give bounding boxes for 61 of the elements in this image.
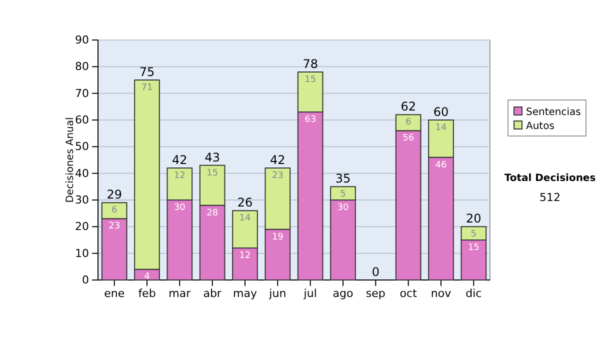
data-label: 6 (111, 206, 118, 216)
y-tick-label: 50 (75, 140, 89, 154)
data-label: 71 (141, 83, 153, 93)
x-tick-label: jul (302, 286, 317, 300)
x-tick-label: dic (466, 286, 482, 300)
x-tick-label: ene (104, 286, 125, 300)
y-tick-label: 60 (75, 114, 89, 127)
x-tick-label: mar (168, 286, 192, 300)
data-label: 4 (144, 272, 150, 282)
data-label: 15 (468, 243, 480, 253)
total-label: 42 (172, 153, 188, 167)
data-label: 14 (239, 214, 251, 224)
data-label: 23 (272, 171, 284, 181)
data-label: 46 (435, 160, 447, 170)
total-label: 26 (237, 196, 253, 210)
x-tick-label: oct (400, 286, 418, 300)
data-label: 56 (402, 134, 414, 144)
legend-label: Autos (526, 121, 554, 132)
data-label: 6 (405, 118, 412, 128)
total-label: 43 (204, 150, 220, 164)
y-axis-title: Decisiones Anual (65, 117, 76, 203)
y-tick-label: 90 (75, 34, 89, 47)
x-tick-label: jun (268, 286, 286, 300)
total-label: 20 (466, 212, 482, 226)
x-tick-label: nov (430, 286, 452, 300)
y-tick-label: 70 (75, 86, 89, 100)
y-tick-label: 40 (75, 166, 89, 180)
x-tick-label: may (233, 286, 258, 300)
data-label: 19 (272, 232, 284, 242)
y-tick-label: 30 (75, 194, 89, 207)
data-label: 14 (435, 123, 447, 133)
total-label: 60 (433, 105, 449, 119)
data-label: 15 (206, 168, 218, 178)
legend-label: Sentencias (526, 107, 581, 118)
data-label: 23 (108, 222, 120, 232)
data-label: 5 (340, 190, 346, 200)
data-label: 5 (470, 230, 477, 240)
x-tick-label: sep (366, 286, 386, 300)
text: 512 (540, 191, 560, 204)
x-tick-label: ago (332, 286, 354, 300)
y-tick-label: 80 (75, 60, 89, 74)
y-tick-label: 10 (75, 246, 89, 260)
y-tick-label: 0 (82, 274, 89, 287)
x-tick-label: abr (203, 286, 222, 300)
total-label: 35 (335, 172, 351, 186)
total-label: 42 (270, 153, 286, 167)
text: Total Decisiones (504, 173, 596, 184)
total-label: 0 (372, 265, 380, 279)
data-label: 63 (304, 115, 316, 125)
total-label: 29 (106, 188, 122, 202)
total-label: 78 (302, 57, 318, 71)
total-label: 75 (139, 65, 155, 79)
data-label: 15 (304, 75, 316, 85)
data-label: 30 (174, 203, 186, 213)
x-tick-label: feb (138, 286, 156, 300)
data-label: 28 (206, 208, 218, 218)
y-tick-label: 20 (75, 220, 89, 234)
data-label: 12 (239, 251, 251, 261)
data-label: 12 (174, 171, 186, 181)
data-label: 30 (337, 203, 349, 213)
total-label: 62 (400, 100, 416, 114)
